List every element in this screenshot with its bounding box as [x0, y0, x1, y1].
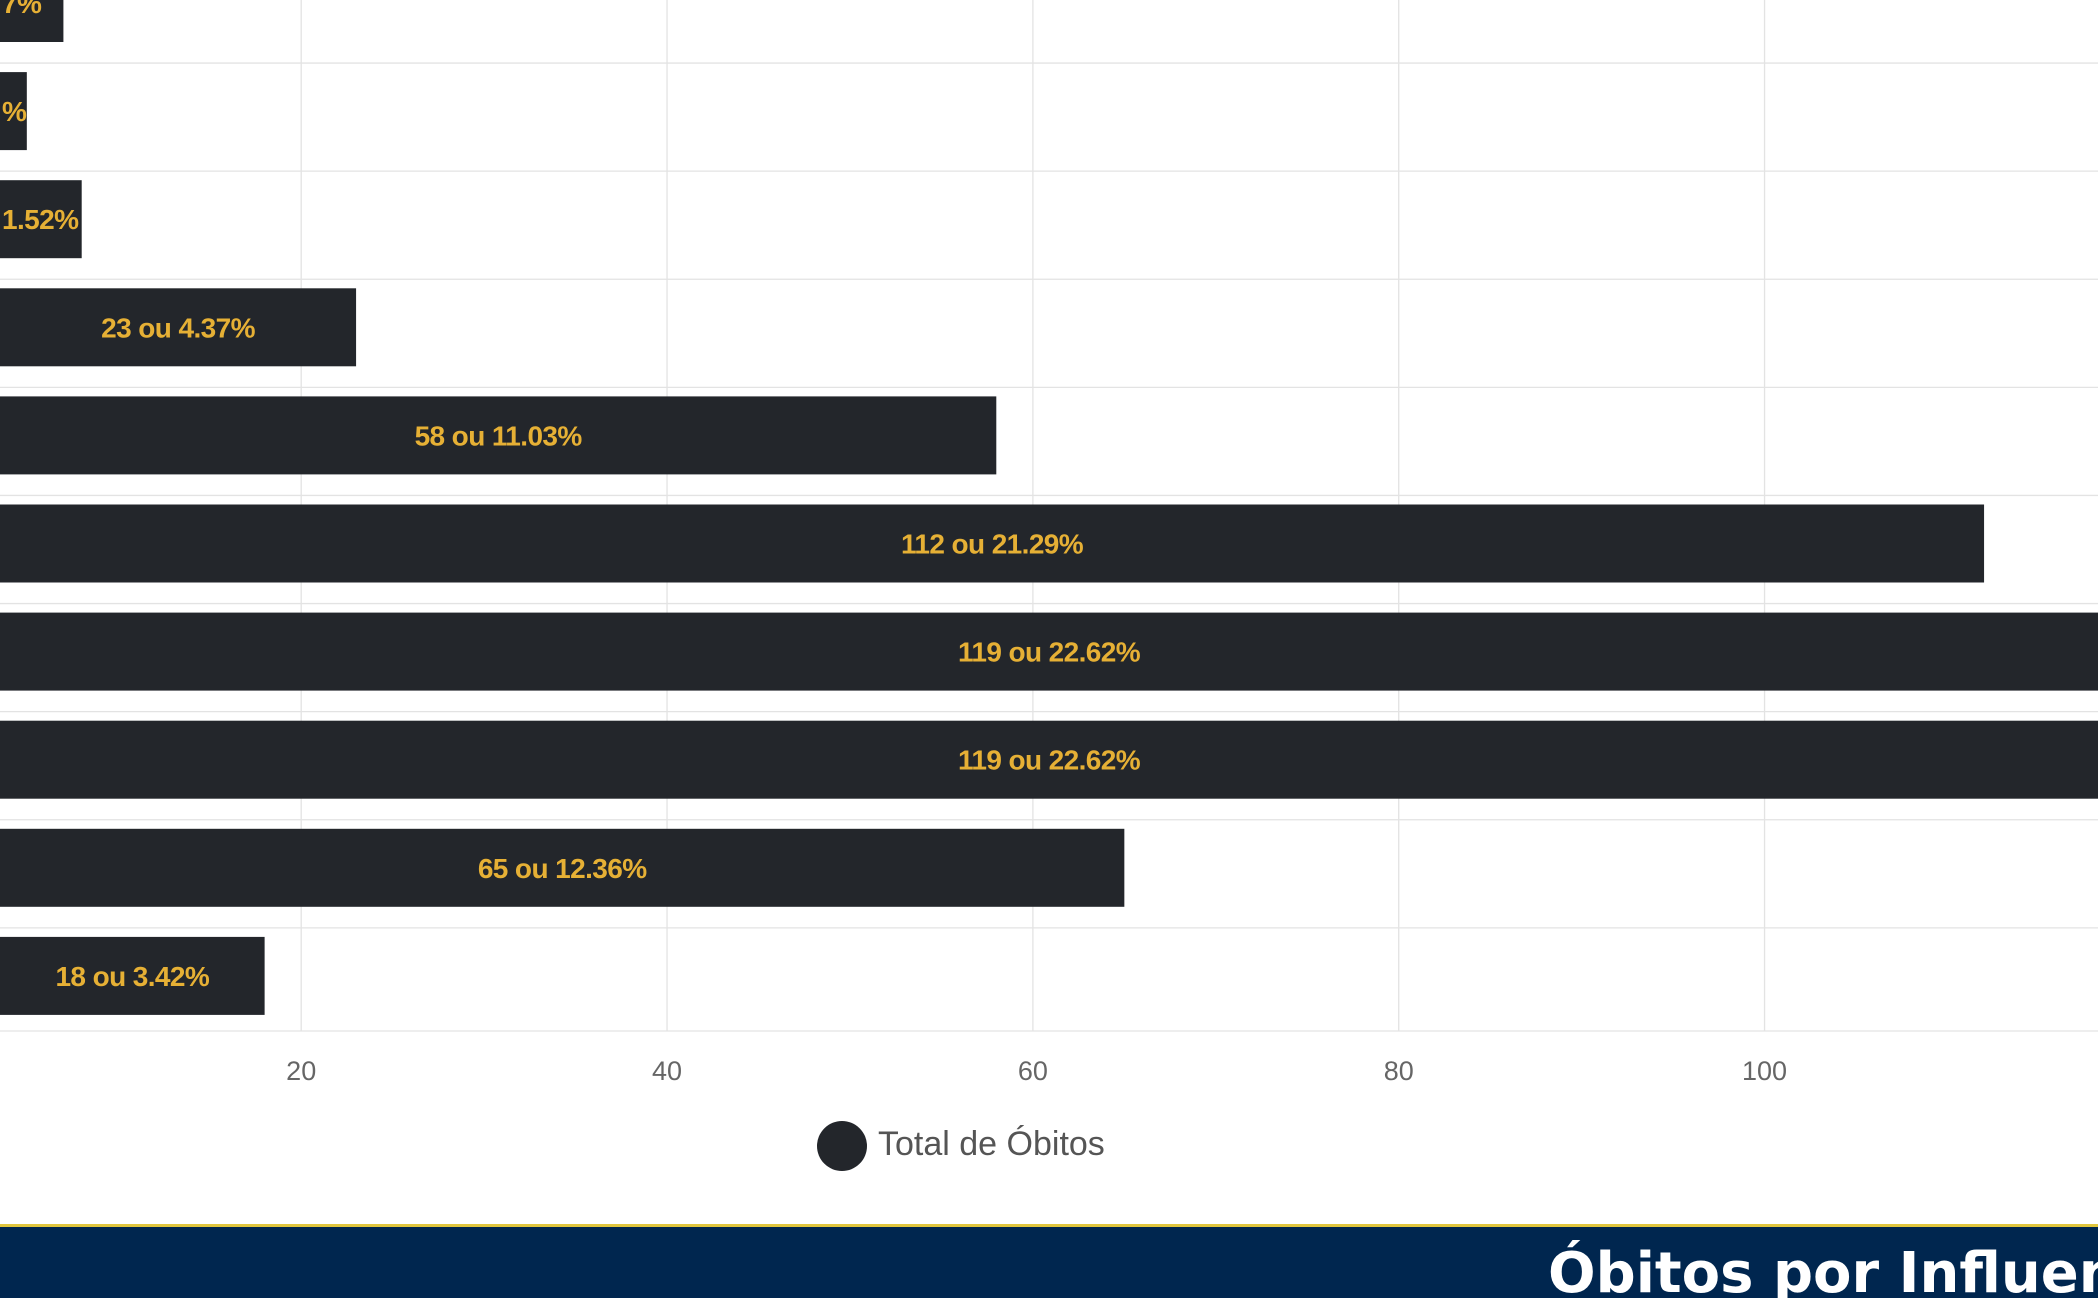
- bar-label-5: 112 ou 21.29%: [901, 529, 1084, 560]
- bar-labels-group: 7%% 1.52% 23 ou 4.37% 58 ou 11.03% 112 ou 21…: [2, 0, 1141, 992]
- bar-7[interactable]: [0, 720, 2098, 799]
- bar-1[interactable]: [0, 72, 27, 151]
- footer-title: Óbitos por Influen: [1548, 1241, 2098, 1298]
- bar-2[interactable]: [0, 180, 82, 259]
- footer-banner: Óbitos por Influen: [0, 1224, 2098, 1298]
- bar-label-6: 119 ou 22.62%: [958, 637, 1141, 668]
- bar-6[interactable]: [0, 612, 2098, 691]
- bars-group: [0, 0, 2098, 1015]
- x-tick-label-40: 40: [652, 1056, 682, 1086]
- bar-label-3: 23 ou 4.37%: [101, 312, 255, 343]
- bar-label-8: 65 ou 12.36%: [478, 853, 647, 884]
- legend-label: Total de Óbitos: [878, 1125, 1105, 1163]
- bar-5[interactable]: [0, 504, 1985, 583]
- x-tick-label-100: 100: [1742, 1056, 1787, 1086]
- bar-8[interactable]: [0, 828, 1125, 907]
- x-axis-ticks: 20 40 60 80 100: [286, 1056, 1787, 1086]
- bar-label-4: 58 ou 11.03%: [415, 420, 583, 451]
- bar-label-0: 7%: [2, 0, 42, 19]
- x-tick-label-20: 20: [286, 1056, 316, 1086]
- grid-horizontal-lines: [0, 62, 2098, 1032]
- x-tick-label-60: 60: [1018, 1056, 1048, 1086]
- bar-label-1: %: [2, 96, 27, 127]
- x-tick-label-80: 80: [1384, 1056, 1414, 1086]
- bar-label-9: 18 ou 3.42%: [55, 961, 209, 992]
- bar-4[interactable]: [0, 396, 997, 475]
- bar-3[interactable]: [0, 288, 357, 367]
- legend-marker-icon: [817, 1121, 867, 1171]
- bar-9[interactable]: [0, 936, 265, 1015]
- legend[interactable]: Total de Óbitos: [817, 1121, 1105, 1171]
- bar-0[interactable]: [0, 0, 64, 42]
- bar-label-7: 119 ou 22.62%: [958, 745, 1141, 776]
- bar-label-2: 1.52%: [2, 204, 79, 235]
